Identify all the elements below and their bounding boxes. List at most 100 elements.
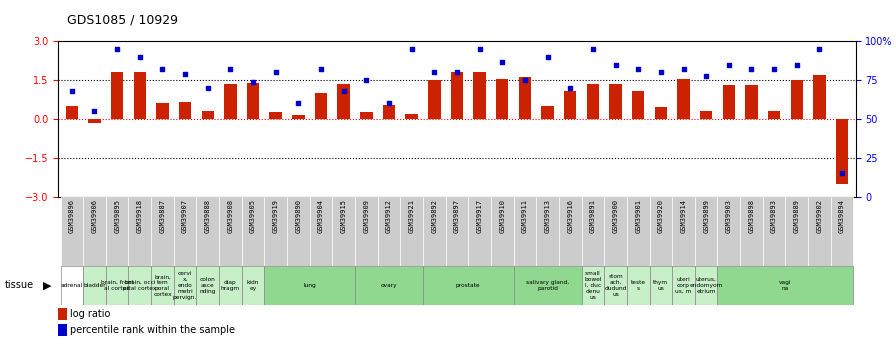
Bar (355, 197, 378, 266)
Bar (587, 84, 599, 119)
Text: GSM39904: GSM39904 (318, 199, 324, 233)
Bar (650, 197, 672, 266)
Point (155, 67, 169, 72)
Text: GSM39889: GSM39889 (794, 199, 800, 233)
Bar (677, 79, 690, 119)
Bar (604, 266, 627, 305)
Bar (61, 266, 83, 305)
Point (813, 47, 827, 52)
Point (450, 70, 464, 75)
Text: brain,
tem
poral
cortex: brain, tem poral cortex (153, 274, 172, 297)
Bar (700, 111, 712, 119)
Point (789, 62, 804, 68)
Bar (401, 197, 423, 266)
Text: ovary: ovary (381, 283, 397, 288)
Bar (632, 90, 644, 119)
Bar (405, 114, 418, 119)
Text: diap
hragm: diap hragm (220, 280, 240, 291)
Text: GSM39909: GSM39909 (364, 199, 369, 233)
Text: GSM39918: GSM39918 (137, 199, 142, 233)
Point (676, 67, 691, 72)
Bar (655, 107, 668, 119)
Bar (808, 197, 831, 266)
Bar (694, 266, 718, 305)
Point (178, 71, 193, 77)
Point (246, 79, 260, 85)
Text: log ratio: log ratio (71, 309, 111, 319)
Point (745, 67, 759, 72)
Point (427, 70, 442, 75)
Text: colon
asce
nding: colon asce nding (200, 277, 216, 294)
Bar (496, 79, 509, 119)
Bar (242, 266, 264, 305)
Bar (179, 102, 192, 119)
Bar (582, 197, 604, 266)
Bar (196, 266, 220, 305)
Point (337, 88, 351, 94)
Text: salivary gland,
parotid: salivary gland, parotid (526, 280, 569, 291)
Text: GSM39917: GSM39917 (477, 199, 483, 233)
Bar (202, 111, 214, 119)
Bar (536, 197, 559, 266)
Text: GSM39914: GSM39914 (680, 199, 686, 233)
Bar (111, 72, 124, 119)
Text: GSM39907: GSM39907 (182, 199, 188, 233)
Bar (332, 197, 355, 266)
Bar (559, 197, 582, 266)
Bar (134, 72, 146, 119)
Bar (151, 197, 174, 266)
Bar (831, 197, 853, 266)
Text: ▶: ▶ (43, 280, 51, 290)
Point (201, 85, 215, 91)
Bar (718, 197, 740, 266)
Bar (745, 85, 758, 119)
Bar (762, 197, 786, 266)
Bar (423, 266, 513, 305)
Point (87, 108, 101, 114)
Bar (768, 111, 780, 119)
Bar (264, 266, 355, 305)
Bar (106, 266, 128, 305)
Bar (627, 266, 650, 305)
Bar (314, 93, 327, 119)
Bar (814, 75, 825, 119)
Text: percentile rank within the sample: percentile rank within the sample (71, 325, 236, 335)
Bar (609, 84, 622, 119)
Text: GSM39903: GSM39903 (726, 199, 732, 233)
Text: GSM39900: GSM39900 (613, 199, 618, 233)
Text: GSM39896: GSM39896 (69, 199, 75, 233)
Point (608, 62, 623, 68)
Bar (694, 197, 718, 266)
Bar (722, 85, 735, 119)
Bar (513, 197, 536, 266)
Text: brain, front
al cortex: brain, front al cortex (101, 280, 134, 291)
Text: uterus,
endomyom
etrium: uterus, endomyom etrium (690, 277, 723, 294)
Point (631, 67, 645, 72)
Point (223, 67, 237, 72)
Bar (310, 197, 332, 266)
Bar (423, 197, 445, 266)
Bar (836, 119, 849, 184)
Bar (292, 115, 305, 119)
Text: GSM39920: GSM39920 (658, 199, 664, 233)
Bar (627, 197, 650, 266)
Point (382, 101, 396, 106)
Point (563, 85, 577, 91)
Bar (220, 197, 242, 266)
Point (472, 47, 487, 52)
Text: lung: lung (304, 283, 316, 288)
Text: GSM39919: GSM39919 (272, 199, 279, 233)
Text: tissue: tissue (4, 280, 34, 290)
Text: vagi
na: vagi na (780, 280, 792, 291)
Bar (564, 90, 576, 119)
Text: GSM39888: GSM39888 (205, 199, 211, 233)
Bar (582, 266, 604, 305)
Bar (473, 72, 486, 119)
Point (835, 170, 849, 176)
Point (518, 77, 532, 83)
Point (291, 101, 306, 106)
Text: GSM39897: GSM39897 (454, 199, 460, 233)
Text: GSM39893: GSM39893 (771, 199, 777, 233)
Bar (445, 197, 469, 266)
Text: GSM39902: GSM39902 (816, 199, 823, 233)
